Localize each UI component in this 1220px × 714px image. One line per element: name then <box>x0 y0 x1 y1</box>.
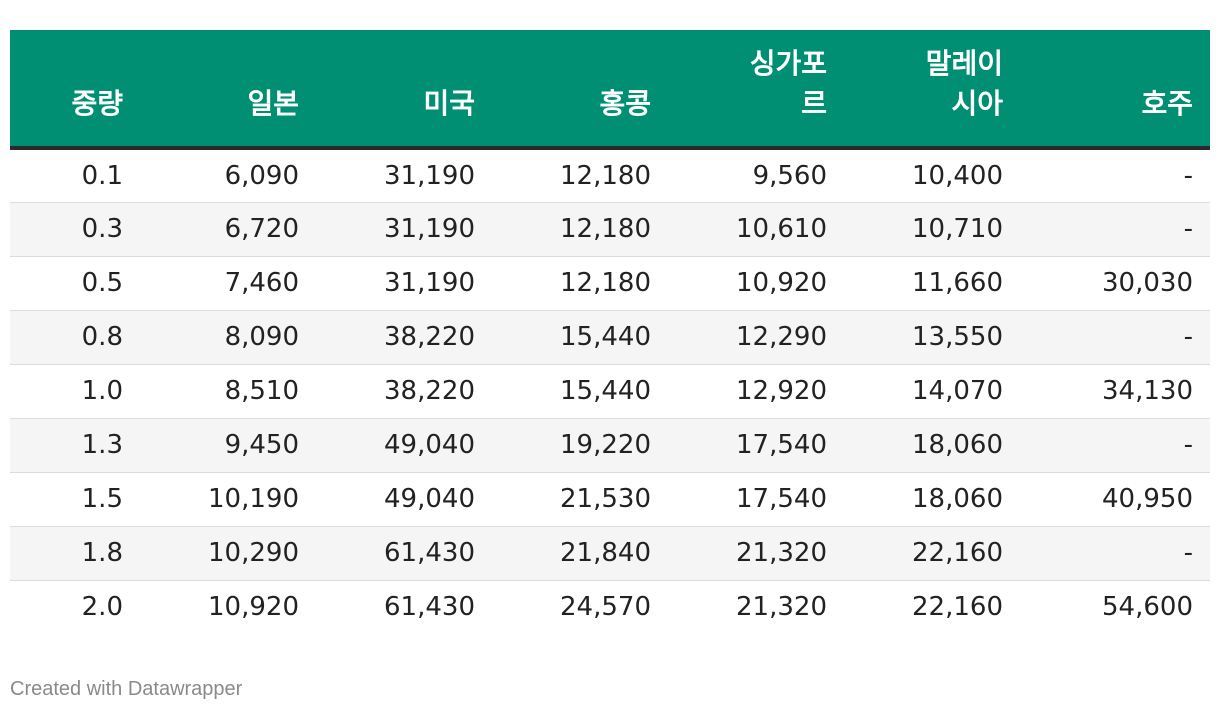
price-cell: 10,920 <box>668 256 844 311</box>
price-cell: 12,180 <box>492 256 668 311</box>
price-cell: 61,430 <box>384 592 475 623</box>
price-cell: 31,190 <box>316 148 492 203</box>
weight-cell: 1.5 <box>10 472 140 527</box>
price-cell: 22,160 <box>912 592 1003 623</box>
price-cell: 8,510 <box>140 364 316 419</box>
price-cell: - <box>1020 310 1210 365</box>
price-cell: 6,090 <box>140 148 316 203</box>
price-cell: 61,430 <box>316 526 492 581</box>
price-cell: - <box>1020 526 1210 581</box>
column-header-0[interactable]: 중량 <box>10 30 140 150</box>
weight-cell: 0.5 <box>10 256 140 311</box>
column-header-label: 미국 <box>423 87 475 120</box>
price-cell: 6,720 <box>140 202 316 257</box>
price-cell: - <box>1020 418 1210 473</box>
table-row: 0.1 6,090 31,190 12,180 9,560 10,400- <box>10 148 1210 203</box>
column-header-4[interactable]: 싱가포 르 <box>668 30 844 150</box>
price-cell: 10,610 <box>668 202 844 257</box>
column-header-5[interactable]: 말레이 시아 <box>844 30 1020 150</box>
weight-cell: 0.3 <box>10 202 140 257</box>
price-cell: 13,550 <box>844 310 1020 365</box>
table-row: 0.5 7,460 31,190 12,180 10,920 11,660 30,030 <box>10 256 1210 311</box>
price-cell: 24,570 <box>560 592 651 623</box>
price-cell: 9,450 <box>140 418 316 473</box>
column-header-label: 호주 <box>1141 87 1193 120</box>
price-cell: 10,400 <box>844 148 1020 203</box>
table-row: 1.8 10,290 61,430 21,840 21,320 22,160- <box>10 526 1210 581</box>
column-header-label: 중량 <box>71 87 123 120</box>
price-cell: 10,920 <box>208 592 299 623</box>
column-header-label: 말레이 시아 <box>925 47 1003 120</box>
price-cell: 11,660 <box>844 256 1020 311</box>
price-cell: - <box>1020 148 1210 203</box>
table-row: 2.0 10,920 61,430 24,570 21,320 22,160 54,600 <box>10 580 1210 634</box>
price-cell: 22,160 <box>844 526 1020 581</box>
price-cell: - <box>1020 202 1210 257</box>
table-row: 0.3 6,720 31,190 12,180 10,610 10,710- <box>10 202 1210 257</box>
column-header-1[interactable]: 일본 <box>140 30 316 150</box>
price-cell: 30,030 <box>1020 256 1210 311</box>
price-cell: 9,560 <box>668 148 844 203</box>
price-cell: 40,950 <box>1020 472 1210 527</box>
price-cell: 54,600 <box>1102 592 1193 623</box>
table-row: 1.5 10,190 49,040 21,530 17,540 18,060 40,950 <box>10 472 1210 527</box>
table-body: 0.1 6,090 31,190 12,180 9,560 10,400-0.3 6,720… <box>10 148 1210 634</box>
price-cell: 34,130 <box>1020 364 1210 419</box>
column-header-label: 홍콩 <box>599 87 651 120</box>
price-cell: 31,190 <box>316 256 492 311</box>
price-cell: 21,320 <box>668 526 844 581</box>
price-cell: 12,920 <box>668 364 844 419</box>
weight-cell: 0.1 <box>10 148 140 203</box>
price-cell: 19,220 <box>492 418 668 473</box>
column-header-label: 일본 <box>247 87 299 120</box>
price-cell: 8,090 <box>140 310 316 365</box>
price-cell: 38,220 <box>316 310 492 365</box>
price-cell: 49,040 <box>316 472 492 527</box>
price-cell: 15,440 <box>492 310 668 365</box>
column-header-6[interactable]: 호주 <box>1020 30 1210 150</box>
price-cell: 12,290 <box>668 310 844 365</box>
price-cell: 18,060 <box>844 418 1020 473</box>
column-header-2[interactable]: 미국 <box>316 30 492 150</box>
datawrapper-credit: Created with Datawrapper <box>10 678 243 700</box>
weight-cell: 1.0 <box>10 364 140 419</box>
price-cell: 7,460 <box>140 256 316 311</box>
weight-cell: 2.0 <box>81 592 123 623</box>
price-cell: 21,530 <box>492 472 668 527</box>
column-header-label: 싱가포 르 <box>749 47 827 120</box>
price-cell: 21,320 <box>736 592 827 623</box>
table-row: 1.3 9,450 49,040 19,220 17,540 18,060- <box>10 418 1210 473</box>
table-row: 1.0 8,510 38,220 15,440 12,920 14,070 34,130 <box>10 364 1210 419</box>
price-cell: 17,540 <box>668 418 844 473</box>
price-cell: 10,290 <box>140 526 316 581</box>
weight-cell: 0.8 <box>10 310 140 365</box>
weight-cell: 1.3 <box>10 418 140 473</box>
price-cell: 14,070 <box>844 364 1020 419</box>
weight-cell: 1.8 <box>10 526 140 581</box>
price-cell: 12,180 <box>492 202 668 257</box>
price-cell: 18,060 <box>844 472 1020 527</box>
price-cell: 10,190 <box>140 472 316 527</box>
table-row: 0.8 8,090 38,220 15,440 12,290 13,550- <box>10 310 1210 365</box>
price-cell: 21,840 <box>492 526 668 581</box>
column-header-3[interactable]: 홍콩 <box>492 30 668 150</box>
price-cell: 12,180 <box>492 148 668 203</box>
price-cell: 17,540 <box>668 472 844 527</box>
price-cell: 38,220 <box>316 364 492 419</box>
price-cell: 49,040 <box>316 418 492 473</box>
price-cell: 10,710 <box>844 202 1020 257</box>
price-cell: 31,190 <box>316 202 492 257</box>
price-cell: 15,440 <box>492 364 668 419</box>
